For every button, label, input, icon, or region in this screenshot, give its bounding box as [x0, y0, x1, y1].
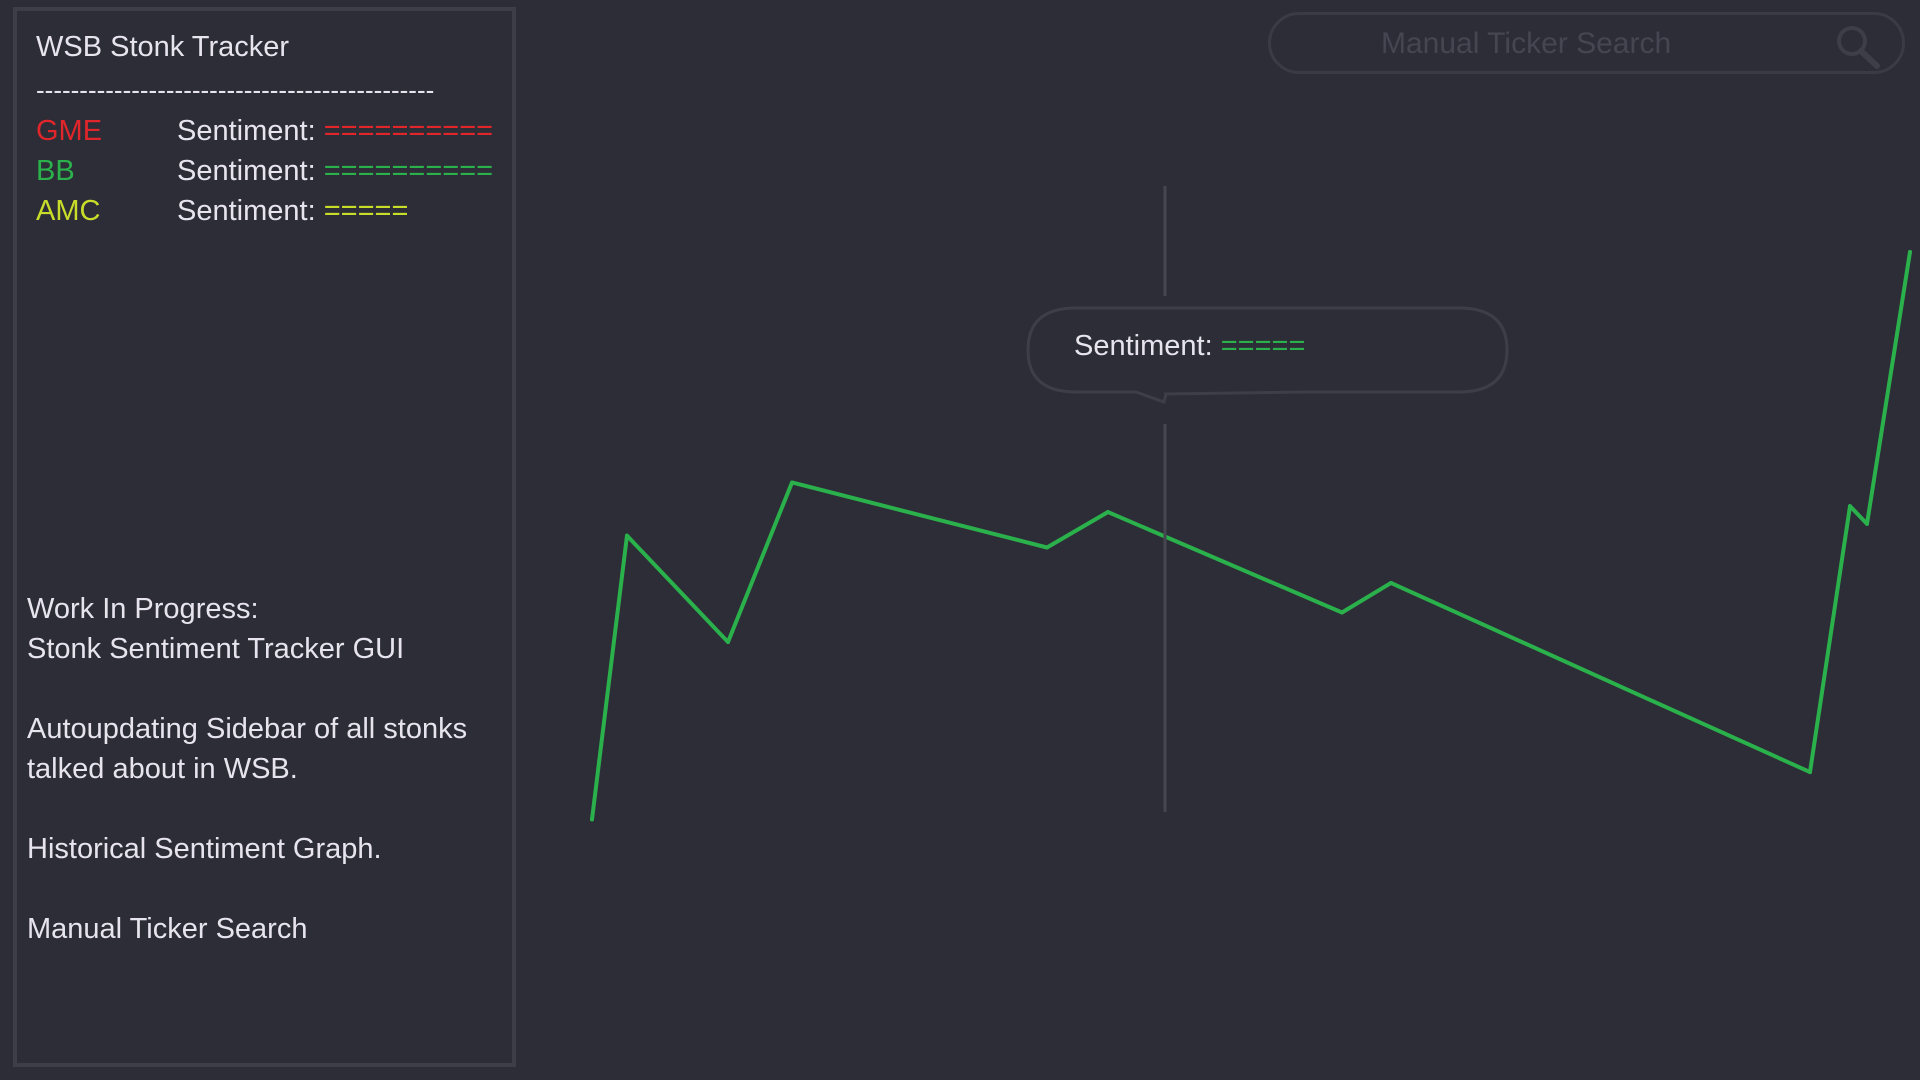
tooltip-text: Sentiment: ===== [1074, 330, 1305, 363]
sentiment-point-10 [1865, 521, 1869, 526]
note-line: talked about in WSB. [27, 753, 298, 785]
note-line: Stonk Sentiment Tracker GUI [27, 633, 405, 665]
note-line: Autoupdating Sidebar of all stonks [27, 713, 468, 745]
note-historical: Historical Sentiment Graph. [27, 829, 507, 869]
ticker-symbol: BB [36, 155, 75, 187]
ticker-sentiment: Sentiment: ========== [177, 115, 493, 148]
note-line: Manual Ticker Search [27, 913, 308, 945]
sentiment-point-4 [1045, 545, 1049, 550]
search-input[interactable]: Manual Ticker Search [1268, 12, 1905, 74]
sentiment-point-9 [1848, 504, 1852, 509]
ticker-symbol: GME [36, 115, 103, 147]
sentiment-point-7 [1389, 580, 1393, 585]
sentiment-point-0 [590, 817, 594, 822]
sentiment-point-2 [726, 640, 730, 645]
sentiment-bar: ========== [323, 115, 494, 147]
note-autoupdate: Autoupdating Sidebar of all stonks talke… [27, 709, 507, 789]
sentiment-point-8 [1808, 770, 1812, 775]
sentiment-label: Sentiment: [177, 195, 316, 227]
sidebar-divider: ----------------------------------------… [36, 75, 435, 105]
notes-panel: Work In Progress: Stonk Sentiment Tracke… [27, 589, 507, 989]
sentiment-point-5 [1106, 510, 1110, 515]
sentiment-point-6 [1340, 610, 1344, 615]
ticker-sentiment: Sentiment: ===== [177, 195, 408, 228]
tooltip-bubble [1026, 306, 1509, 404]
sentiment-label: Sentiment: [177, 115, 316, 147]
note-line: Historical Sentiment Graph. [27, 833, 382, 865]
sentiment-bar: ===== [323, 195, 409, 227]
search-placeholder: Manual Ticker Search [1381, 27, 1672, 60]
sentiment-bar: ========== [323, 155, 494, 187]
sentiment-point-11 [1908, 250, 1912, 254]
note-manual: Manual Ticker Search [27, 909, 507, 949]
sidebar-title: WSB Stonk Tracker [36, 31, 290, 63]
tooltip-sentiment-bar: ===== [1220, 330, 1306, 362]
tooltip-label: Sentiment: [1074, 330, 1213, 362]
ticker-symbol: AMC [36, 195, 101, 227]
search-icon[interactable] [1834, 23, 1880, 69]
sentiment-tooltip: Sentiment: ===== [1026, 306, 1509, 408]
sentiment-point-3 [790, 480, 794, 485]
sentiment-label: Sentiment: [177, 155, 316, 187]
sidebar: WSB Stonk Tracker ----------------------… [13, 7, 516, 1067]
ticker-sentiment: Sentiment: ========== [177, 155, 493, 188]
sentiment-point-1 [625, 533, 629, 538]
note-wip: Work In Progress: Stonk Sentiment Tracke… [27, 589, 507, 669]
note-line: Work In Progress: [27, 593, 259, 625]
